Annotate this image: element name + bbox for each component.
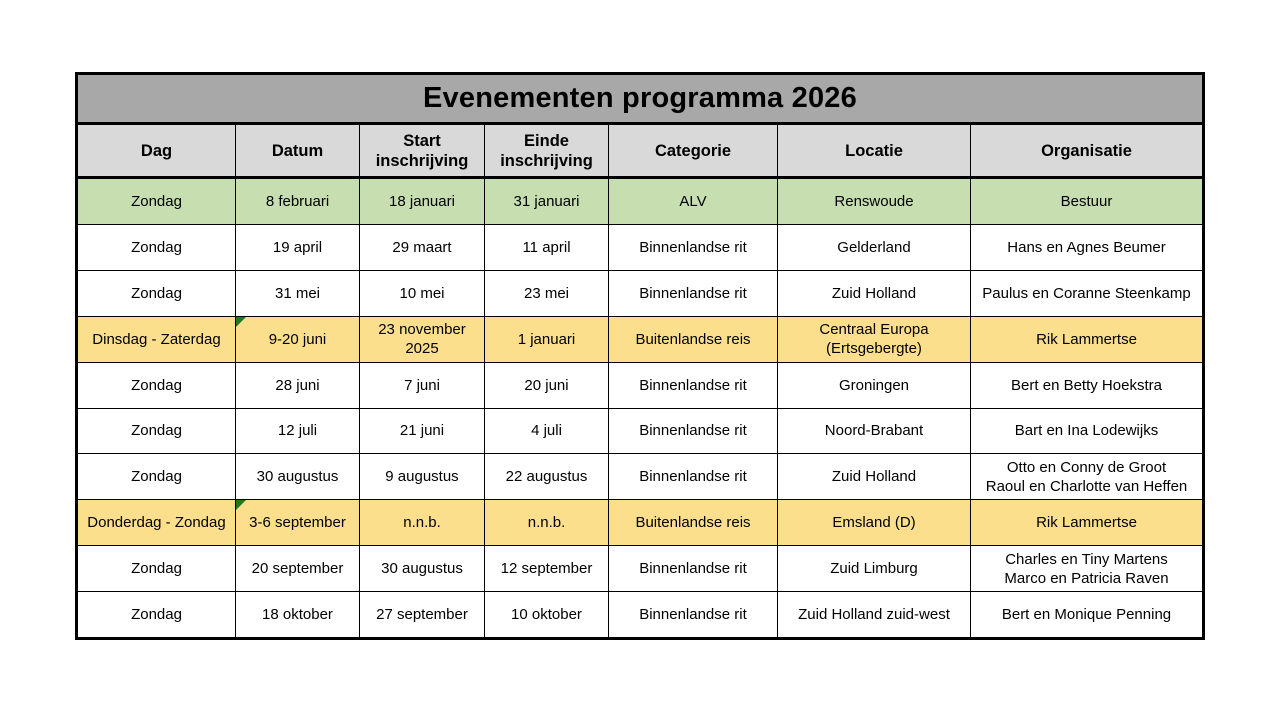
cell-locatie: Emsland (D) xyxy=(778,500,971,546)
cell-dag: Dinsdag - Zaterdag xyxy=(78,316,236,362)
cell-start: 10 mei xyxy=(360,270,485,316)
table-row: Zondag 8 februari 18 januari 31 januari ALV R… xyxy=(78,179,1202,225)
cell-einde: 12 september xyxy=(485,546,609,592)
cell-start: 29 maart xyxy=(360,224,485,270)
cell-categorie: Binnenlandse rit xyxy=(609,362,778,408)
cell-organisatie: Bestuur xyxy=(1060,192,1113,210)
cell-categorie: Buitenlandse reis xyxy=(609,500,778,546)
column-header-locatie: Locatie xyxy=(778,125,971,176)
cell-einde: n.n.b. xyxy=(485,500,609,546)
cell-datum: 8 februari xyxy=(236,179,360,224)
events-program-table: Evenementen programma 2026 Dag Datum Start… xyxy=(75,72,1205,640)
cell-dag: Zondag xyxy=(78,270,236,316)
cell-categorie: Binnenlandse rit xyxy=(609,546,778,592)
cell-start: 27 september xyxy=(360,592,485,638)
cell-categorie: Binnenlandse rit xyxy=(609,224,778,270)
cell-dag: Zondag xyxy=(78,546,236,592)
table-row: Zondag 18 oktober 27 september 10 oktober Bi… xyxy=(78,592,1202,638)
cell-einde: 20 juni xyxy=(485,362,609,408)
table-title-bar: Evenementen programma 2026 xyxy=(78,75,1202,125)
cell-locatie: Renswoude xyxy=(778,179,971,224)
cell-organisatie: Charles en Tiny Martens Marco en Patrici… xyxy=(1004,550,1169,587)
cell-datum: 30 augustus xyxy=(236,454,360,500)
table-row: Zondag 12 juli 21 juni 4 juli Binnenlandse r… xyxy=(78,408,1202,455)
cell-locatie: Gelderland xyxy=(778,224,971,270)
cell-categorie: Binnenlandse rit xyxy=(609,270,778,316)
cell-dag: Zondag xyxy=(78,224,236,270)
cell-organisatie: Rik Lammertse xyxy=(1036,514,1137,532)
cell-organisatie: Otto en Conny de Groot Raoul en Charlott… xyxy=(985,458,1188,495)
cell-start: 21 juni xyxy=(360,408,485,454)
cell-dag: Zondag xyxy=(78,592,236,638)
table-row: Zondag 28 juni 7 juni 20 juni Binnenlandse r… xyxy=(78,362,1202,409)
cell-categorie: Binnenlandse rit xyxy=(609,592,778,638)
cell-dag: Zondag xyxy=(78,362,236,408)
cell-einde: 31 januari xyxy=(485,179,609,224)
cell-start: 9 augustus xyxy=(360,454,485,500)
cell-einde: 10 oktober xyxy=(485,592,609,638)
cell-organisatie: Rik Lammertse xyxy=(1036,330,1137,348)
cell-datum: 20 september xyxy=(236,546,360,592)
table-row: Zondag 19 april 29 maart 11 april Binnenland… xyxy=(78,224,1202,271)
cell-locatie: Centraal Europa (Ertsgebergte) xyxy=(778,316,971,362)
cell-start: 7 juni xyxy=(360,362,485,408)
cell-categorie: Binnenlandse rit xyxy=(609,408,778,454)
cell-start: 30 augustus xyxy=(360,546,485,592)
cell-dag: Zondag xyxy=(78,454,236,500)
cell-einde: 1 januari xyxy=(485,316,609,362)
cell-categorie: Binnenlandse rit xyxy=(609,454,778,500)
cell-start: n.n.b. xyxy=(360,500,485,546)
cell-einde: 11 april xyxy=(485,224,609,270)
cell-organisatie: Bert en Betty Hoekstra xyxy=(1011,376,1162,394)
cell-einde: 4 juli xyxy=(485,408,609,454)
cell-locatie: Noord-Brabant xyxy=(778,408,971,454)
cell-dag: Zondag xyxy=(78,408,236,454)
cell-locatie: Groningen xyxy=(778,362,971,408)
cell-start: 23 november 2025 xyxy=(360,316,485,362)
cell-datum: 12 juli xyxy=(236,408,360,454)
column-header-dag: Dag xyxy=(78,125,236,176)
column-header-einde: Einde inschrijving xyxy=(485,125,609,176)
table-row: Zondag 31 mei 10 mei 23 mei Binnenlandse rit… xyxy=(78,270,1202,317)
table-row: Donderdag - Zondag 3-6 september n.n.b. n.n… xyxy=(78,500,1202,547)
cell-locatie: Zuid Holland xyxy=(778,454,971,500)
table-row: Dinsdag - Zaterdag 9-20 juni 23 november 2… xyxy=(78,316,1202,363)
cell-locatie: Zuid Holland xyxy=(778,270,971,316)
column-header-datum: Datum xyxy=(236,125,360,176)
cell-organisatie: Paulus en Coranne Steenkamp xyxy=(982,284,1191,302)
cell-datum: 28 juni xyxy=(236,362,360,408)
comment-indicator-triangle-icon xyxy=(236,316,246,327)
cell-einde: 22 augustus xyxy=(485,454,609,500)
cell-categorie: ALV xyxy=(609,179,778,224)
cell-datum: 3-6 september xyxy=(236,500,360,546)
column-header-categorie: Categorie xyxy=(609,125,778,176)
cell-organisatie: Bart en Ina Lodewijks xyxy=(1014,422,1159,440)
comment-indicator-triangle-icon xyxy=(236,500,246,511)
cell-datum: 18 oktober xyxy=(236,592,360,638)
cell-dag: Zondag xyxy=(78,179,236,224)
cell-locatie: Zuid Holland zuid-west xyxy=(778,592,971,638)
cell-organisatie: Bert en Monique Penning xyxy=(1001,606,1172,624)
cell-locatie: Zuid Limburg xyxy=(778,546,971,592)
table-row: Zondag 20 september 30 augustus 12 septembe… xyxy=(78,546,1202,593)
header-row: Dag Datum Start inschrijving Einde inschrij… xyxy=(78,125,1202,179)
cell-start: 18 januari xyxy=(360,179,485,224)
page-title: Evenementen programma 2026 xyxy=(423,82,857,114)
cell-datum: 9-20 juni xyxy=(236,316,360,362)
cell-datum: 19 april xyxy=(236,224,360,270)
cell-einde: 23 mei xyxy=(485,270,609,316)
cell-organisatie: Hans en Agnes Beumer xyxy=(1007,238,1166,256)
cell-dag: Donderdag - Zondag xyxy=(78,500,236,546)
table-body: Zondag 8 februari 18 januari 31 januari ALV R… xyxy=(78,179,1202,638)
cell-datum: 31 mei xyxy=(236,270,360,316)
column-header-organisatie: Organisatie xyxy=(1041,141,1132,160)
table-row: Zondag 30 augustus 9 augustus 22 augustus Bi… xyxy=(78,454,1202,501)
column-header-start: Start inschrijving xyxy=(360,125,485,176)
cell-categorie: Buitenlandse reis xyxy=(609,316,778,362)
